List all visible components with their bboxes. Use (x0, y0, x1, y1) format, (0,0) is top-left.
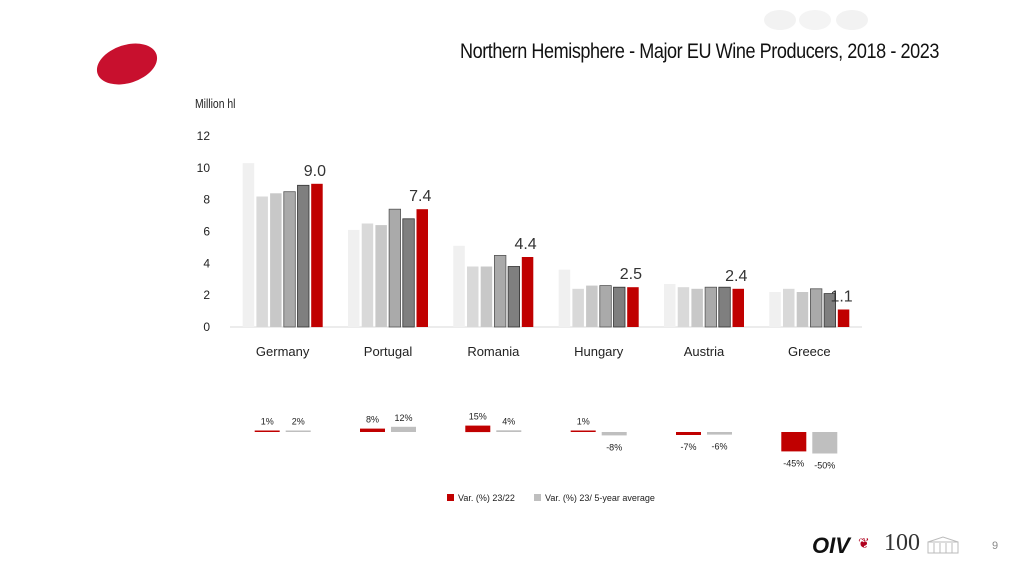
bar-greece-2018 (769, 292, 781, 327)
legend-label-prev: Var. (%) 23/22 (458, 493, 515, 503)
bar-romania-2023 (521, 257, 534, 327)
bar-portugal-2022 (402, 218, 415, 328)
bar-portugal-2019 (361, 223, 374, 327)
category-label: Romania (467, 344, 520, 359)
y-tick-label: 10 (197, 161, 211, 175)
bar-portugal-2021 (388, 208, 402, 328)
building-icon (927, 536, 959, 554)
var-bar-avg-greece (812, 432, 838, 454)
y-tick-label: 2 (203, 288, 210, 302)
data-label-2023: 9.0 (304, 163, 326, 180)
var-bar-avg-germany (285, 430, 311, 432)
var-bar-prev-romania (465, 425, 491, 433)
bar-austria-2021 (704, 286, 717, 328)
oiv-logo-text: OIV (812, 533, 850, 558)
var-label: -50% (814, 461, 835, 471)
bar-austria-2019 (677, 287, 690, 327)
bar-germany-2022 (297, 184, 310, 328)
var-label: 12% (394, 413, 412, 423)
y-tick-label: 8 (203, 193, 210, 207)
bar-austria-2020 (691, 288, 703, 327)
var-bar-avg-austria (707, 432, 732, 435)
category-label: Portugal (364, 344, 413, 359)
data-label-2023: 7.4 (409, 188, 431, 205)
data-label-2023: 1.1 (830, 288, 852, 305)
bar-hungary-2018 (558, 269, 571, 327)
y-tick-label: 6 (203, 225, 210, 239)
bar-romania-2021 (493, 254, 507, 328)
var-label: -45% (783, 458, 804, 468)
legend-swatch-avg (534, 494, 541, 501)
legend-label-avg: Var. (%) 23/ 5-year average (545, 493, 655, 503)
bar-greece-2019 (783, 288, 795, 327)
var-label: 4% (502, 416, 515, 426)
var-bar-prev-austria (676, 432, 701, 435)
var-bar-prev-greece (781, 432, 807, 452)
bar-hungary-2020 (586, 285, 598, 327)
bar-hungary-2023 (627, 287, 639, 327)
category-label: Germany (256, 344, 310, 359)
bar-hungary-2019 (572, 288, 584, 327)
grape-icon: ❦ (858, 535, 870, 551)
y-tick-label: 4 (203, 256, 210, 270)
data-label-2023: 4.4 (514, 236, 536, 253)
bar-hungary-2022 (613, 286, 626, 328)
bar-portugal-2023 (416, 209, 428, 327)
bar-germany-2018 (242, 163, 255, 327)
bar-romania-2022 (507, 266, 521, 328)
chart-title: Northern Hemisphere - Major EU Wine Prod… (460, 40, 939, 63)
page-number: 9 (992, 540, 999, 552)
bar-germany-2021 (283, 191, 296, 328)
bar-germany-2019 (256, 196, 268, 327)
var-label: -6% (711, 442, 727, 452)
bar-germany-2023 (311, 183, 323, 328)
bar-greece-2021 (810, 288, 823, 328)
category-label: Austria (684, 344, 725, 359)
data-label-2023: 2.5 (620, 266, 642, 283)
var-bar-prev-germany (254, 430, 280, 432)
var-bar-prev-portugal (360, 428, 385, 432)
oiv-red-logo-shape (96, 43, 158, 85)
data-label-2023: 2.4 (725, 268, 747, 285)
y-axis-label: Million hl (195, 96, 236, 111)
bar-greece-2020 (796, 292, 809, 327)
bar-portugal-2020 (375, 225, 387, 327)
y-tick-label: 12 (197, 129, 211, 143)
var-bar-avg-hungary (601, 432, 627, 436)
bar-portugal-2018 (348, 229, 360, 327)
var-label: 8% (366, 415, 379, 425)
y-tick-label: 0 (203, 320, 210, 334)
anniversary-100: 100 (884, 530, 920, 556)
bar-austria-2022 (718, 286, 731, 328)
legend-swatch-prev (447, 494, 454, 501)
var-bar-avg-portugal (391, 426, 416, 432)
bar-romania-2018 (453, 245, 465, 327)
category-label: Greece (788, 344, 831, 359)
bar-romania-2019 (467, 266, 479, 327)
var-bar-avg-romania (496, 430, 522, 432)
decorative-glass-icons (764, 10, 868, 30)
var-label: 1% (261, 417, 274, 427)
bar-romania-2020 (480, 266, 493, 327)
var-label: -8% (606, 442, 622, 452)
var-label: 1% (577, 417, 590, 427)
bar-austria-2018 (664, 284, 676, 327)
bar-germany-2020 (270, 193, 282, 327)
var-bar-prev-hungary (570, 430, 596, 432)
bar-hungary-2021 (599, 285, 612, 328)
var-label: 15% (469, 412, 487, 422)
category-label: Hungary (574, 344, 624, 359)
bar-greece-2022 (823, 293, 836, 328)
bar-austria-2023 (732, 288, 744, 327)
bar-greece-2023 (837, 309, 850, 327)
var-label: -7% (680, 442, 696, 452)
var-label: 2% (292, 417, 305, 427)
